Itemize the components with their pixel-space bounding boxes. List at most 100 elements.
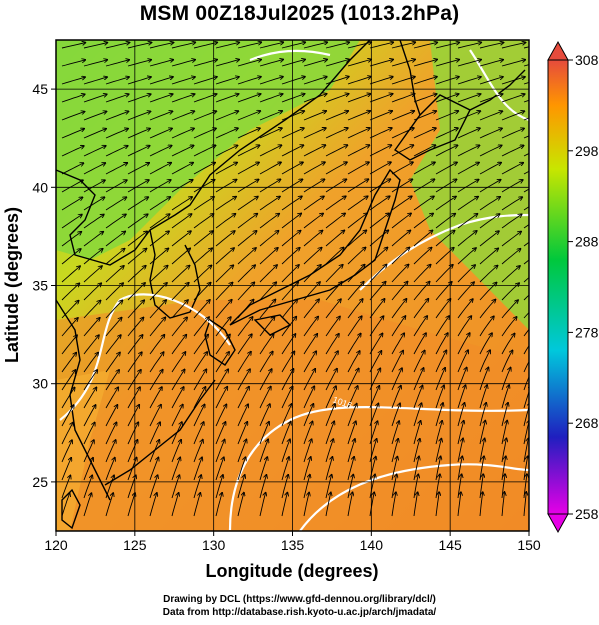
coastline-honshu: [229, 168, 401, 326]
streamline-48: [83, 405, 96, 427]
streamline-380: [369, 77, 393, 85]
streamline-77: [105, 440, 116, 463]
streamline-191: [215, 77, 239, 85]
streamline-157: [171, 422, 182, 445]
streamline-179: [193, 335, 208, 355]
streamline-385: [369, 162, 391, 175]
streamline-40: [83, 266, 102, 283]
streamline-413: [391, 179, 412, 193]
streamline-135: [171, 42, 195, 49]
streamline-289: [281, 369, 294, 391]
streamline-10: [61, 215, 82, 229]
isobar-5: [249, 49, 331, 62]
streamline-415: [391, 213, 411, 229]
streamline-477: [435, 350, 446, 373]
streamline-73: [105, 370, 119, 391]
streamline-391: [369, 265, 387, 283]
streamline-313: [303, 317, 318, 337]
streamline-487: [457, 60, 481, 67]
streamline-449: [413, 333, 426, 355]
streamline-258: [259, 300, 275, 319]
streamline-412: [391, 162, 413, 175]
streamline-246: [259, 94, 283, 103]
streamline-218: [237, 77, 261, 85]
streamline-86: [127, 129, 150, 139]
streamline-541: [501, 60, 525, 67]
streamline-501: [457, 299, 473, 319]
streamline-517: [479, 111, 502, 121]
streamline-557: [501, 334, 515, 355]
streamline-119: [149, 231, 169, 247]
streamline-109: [149, 60, 173, 67]
streamline-435: [413, 94, 437, 103]
streamline-170: [193, 180, 215, 193]
streamline-519: [479, 145, 502, 157]
streamline-79: [105, 475, 114, 499]
colorbar-tick-label-258: 258: [575, 506, 599, 522]
streamline-273: [281, 94, 305, 103]
streamline-323: [303, 493, 309, 517]
streamline-340: [325, 317, 340, 337]
coastline-korea: [149, 229, 201, 319]
streamline-333: [325, 196, 346, 211]
streamline-437: [413, 128, 436, 139]
streamline-550: [501, 214, 522, 229]
streamline-588: [523, 403, 529, 427]
y-axis-ticks: 25 30 35 40 45: [32, 81, 56, 490]
streamline-495: [457, 197, 478, 211]
streamline-89: [127, 180, 149, 193]
streamline-563: [501, 438, 506, 463]
streamline-499: [457, 265, 475, 283]
streamline-483: [435, 456, 441, 481]
streamline-183: [193, 405, 205, 427]
streamline-448: [413, 316, 427, 337]
streamline-52: [83, 475, 92, 499]
streamline-404: [369, 492, 374, 517]
streamline-80: [105, 493, 113, 517]
streamline-205: [215, 317, 231, 337]
streamline-531: [479, 350, 490, 373]
streamline-309: [303, 248, 322, 265]
streamline-301: [303, 111, 326, 121]
streamline-326: [325, 77, 349, 85]
streamline-529: [479, 316, 494, 337]
streamline-236: [237, 387, 249, 409]
streamline-223: [237, 162, 259, 175]
streamline-285: [281, 299, 297, 319]
streamline-37: [83, 215, 104, 229]
streamline-568: [523, 64, 529, 67]
streamline-210: [215, 404, 226, 427]
grid-lines: [56, 40, 529, 531]
streamline-350: [325, 493, 331, 517]
streamline-100: [127, 370, 141, 391]
streamline-141: [171, 146, 194, 157]
colorbar-tick-label-268: 268: [575, 415, 599, 431]
streamline-508: [457, 421, 464, 445]
streamline-249: [259, 145, 281, 157]
streamline-574: [523, 170, 529, 175]
streamline-446: [413, 282, 430, 301]
streamline-272: [281, 77, 305, 85]
streamline-259: [259, 317, 275, 337]
streamline-545: [501, 128, 524, 139]
streamline-552: [501, 249, 521, 265]
streamline-571: [523, 117, 529, 121]
streamline-457: [413, 474, 418, 499]
streamline-101: [127, 387, 140, 409]
streamline-327: [325, 94, 349, 103]
streamline-82: [127, 60, 151, 67]
streamline-497: [457, 231, 477, 247]
streamline-405: [391, 42, 415, 49]
streamline-147: [171, 248, 190, 265]
streamline-503: [457, 333, 470, 355]
streamline-262: [259, 369, 272, 391]
streamline-525: [479, 248, 498, 265]
streamline-55: [105, 60, 129, 67]
streamline-18: [61, 353, 76, 373]
streamline-130: [149, 422, 160, 445]
streamline-57: [105, 94, 129, 103]
streamline-204: [215, 300, 232, 319]
streamline-575: [523, 188, 529, 193]
streamline-414: [391, 196, 412, 211]
streamline-154: [171, 370, 185, 391]
